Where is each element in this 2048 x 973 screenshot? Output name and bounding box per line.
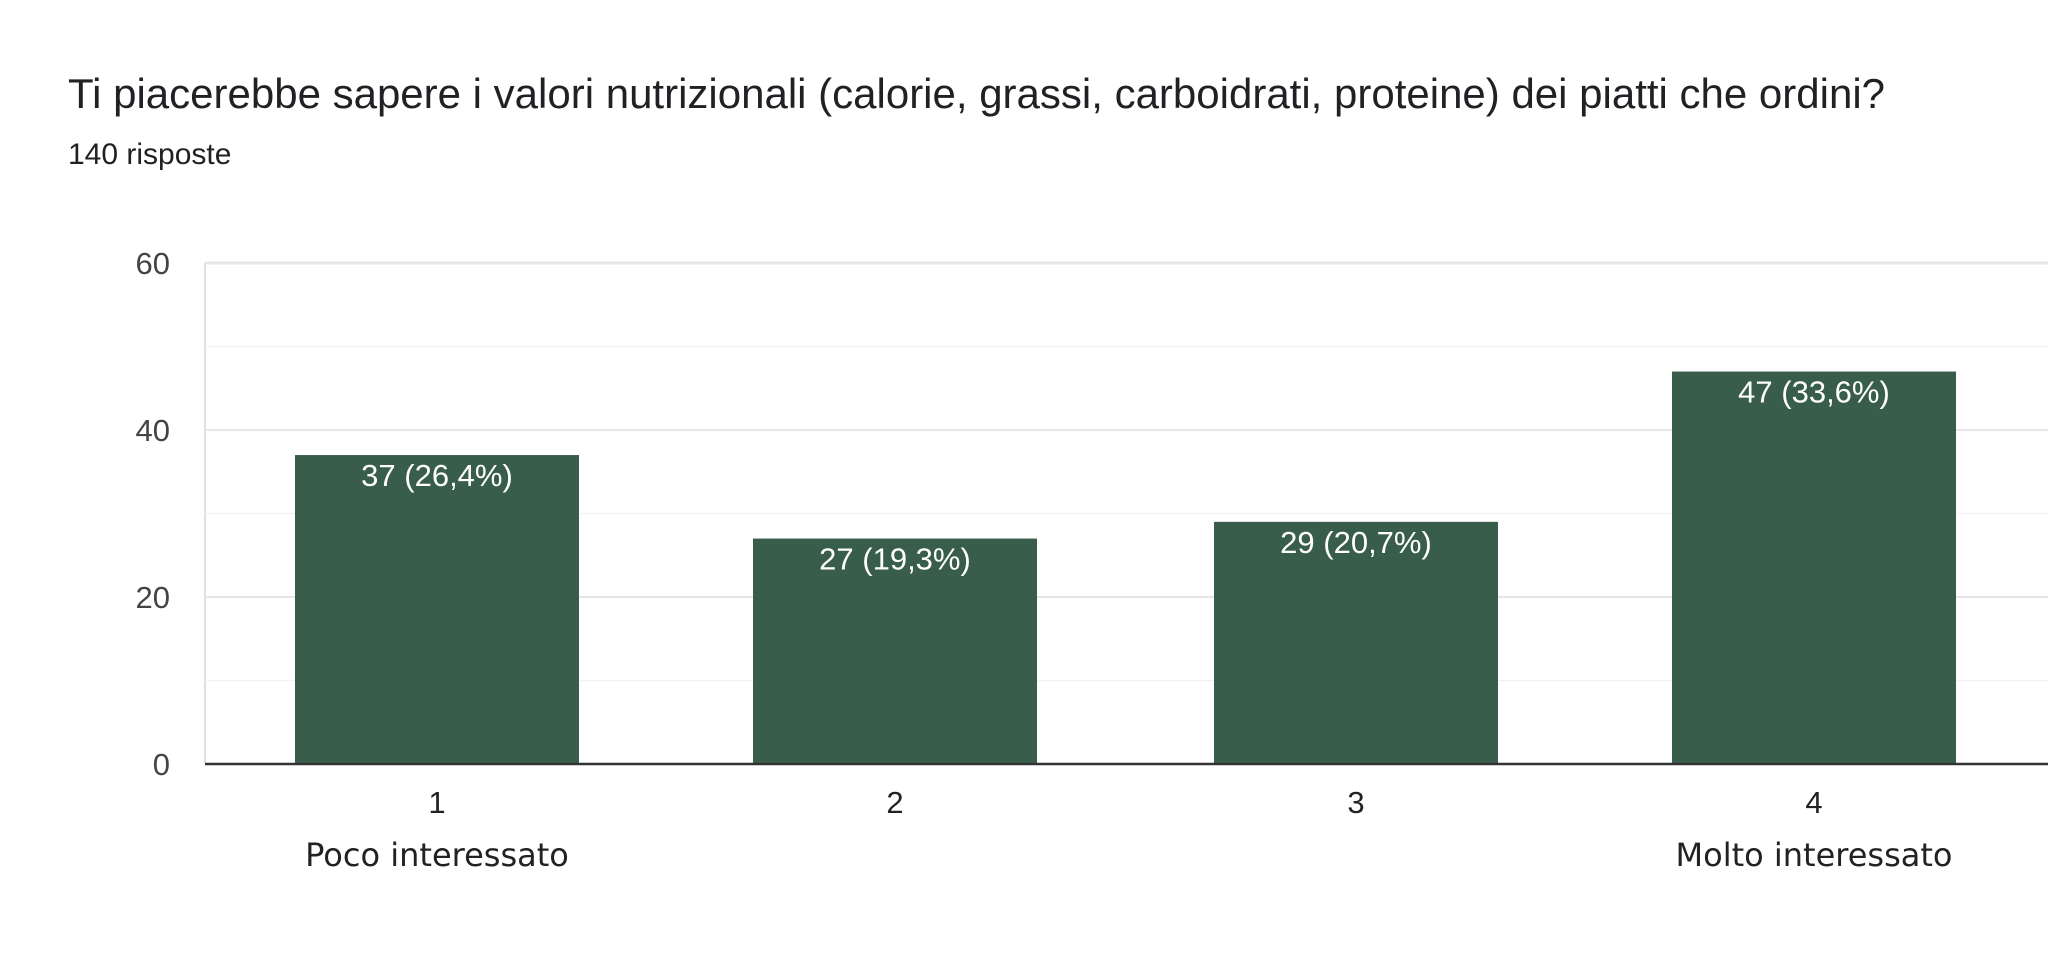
x-category-label: 1 — [428, 785, 445, 820]
x-category-label: 4 — [1805, 785, 1822, 820]
data-label: 29 (20,7%) — [1280, 525, 1432, 560]
response-count: 140 risposte — [68, 138, 232, 171]
x-axis-categories: 1 Poco interessato 2 3 4 Molto interessato — [305, 785, 1952, 874]
bar — [295, 455, 579, 764]
y-axis-ticks: 0 20 40 60 — [136, 246, 170, 782]
x-category-label: 3 — [1347, 785, 1364, 820]
y-tick-label: 0 — [153, 747, 170, 782]
scale-anchor-label: Poco interessato — [305, 836, 569, 874]
bar — [753, 538, 1037, 764]
data-label: 37 (26,4%) — [361, 458, 513, 493]
data-labels: 37 (26,4%) 27 (19,3%) 29 (20,7%) 47 (33,6%) — [361, 375, 1890, 577]
chart-title: Ti piacerebbe sapere i valori nutriziona… — [68, 70, 1886, 117]
scale-anchor-label: Molto interessato — [1676, 836, 1953, 874]
bar — [1672, 371, 1956, 764]
x-category-label: 2 — [886, 785, 903, 820]
bar — [1214, 521, 1498, 764]
y-tick-label: 20 — [136, 580, 170, 615]
data-label: 47 (33,6%) — [1738, 375, 1890, 410]
y-tick-label: 40 — [136, 413, 170, 448]
data-label: 27 (19,3%) — [819, 542, 971, 577]
y-tick-label: 60 — [136, 246, 170, 281]
bars — [295, 371, 1956, 764]
